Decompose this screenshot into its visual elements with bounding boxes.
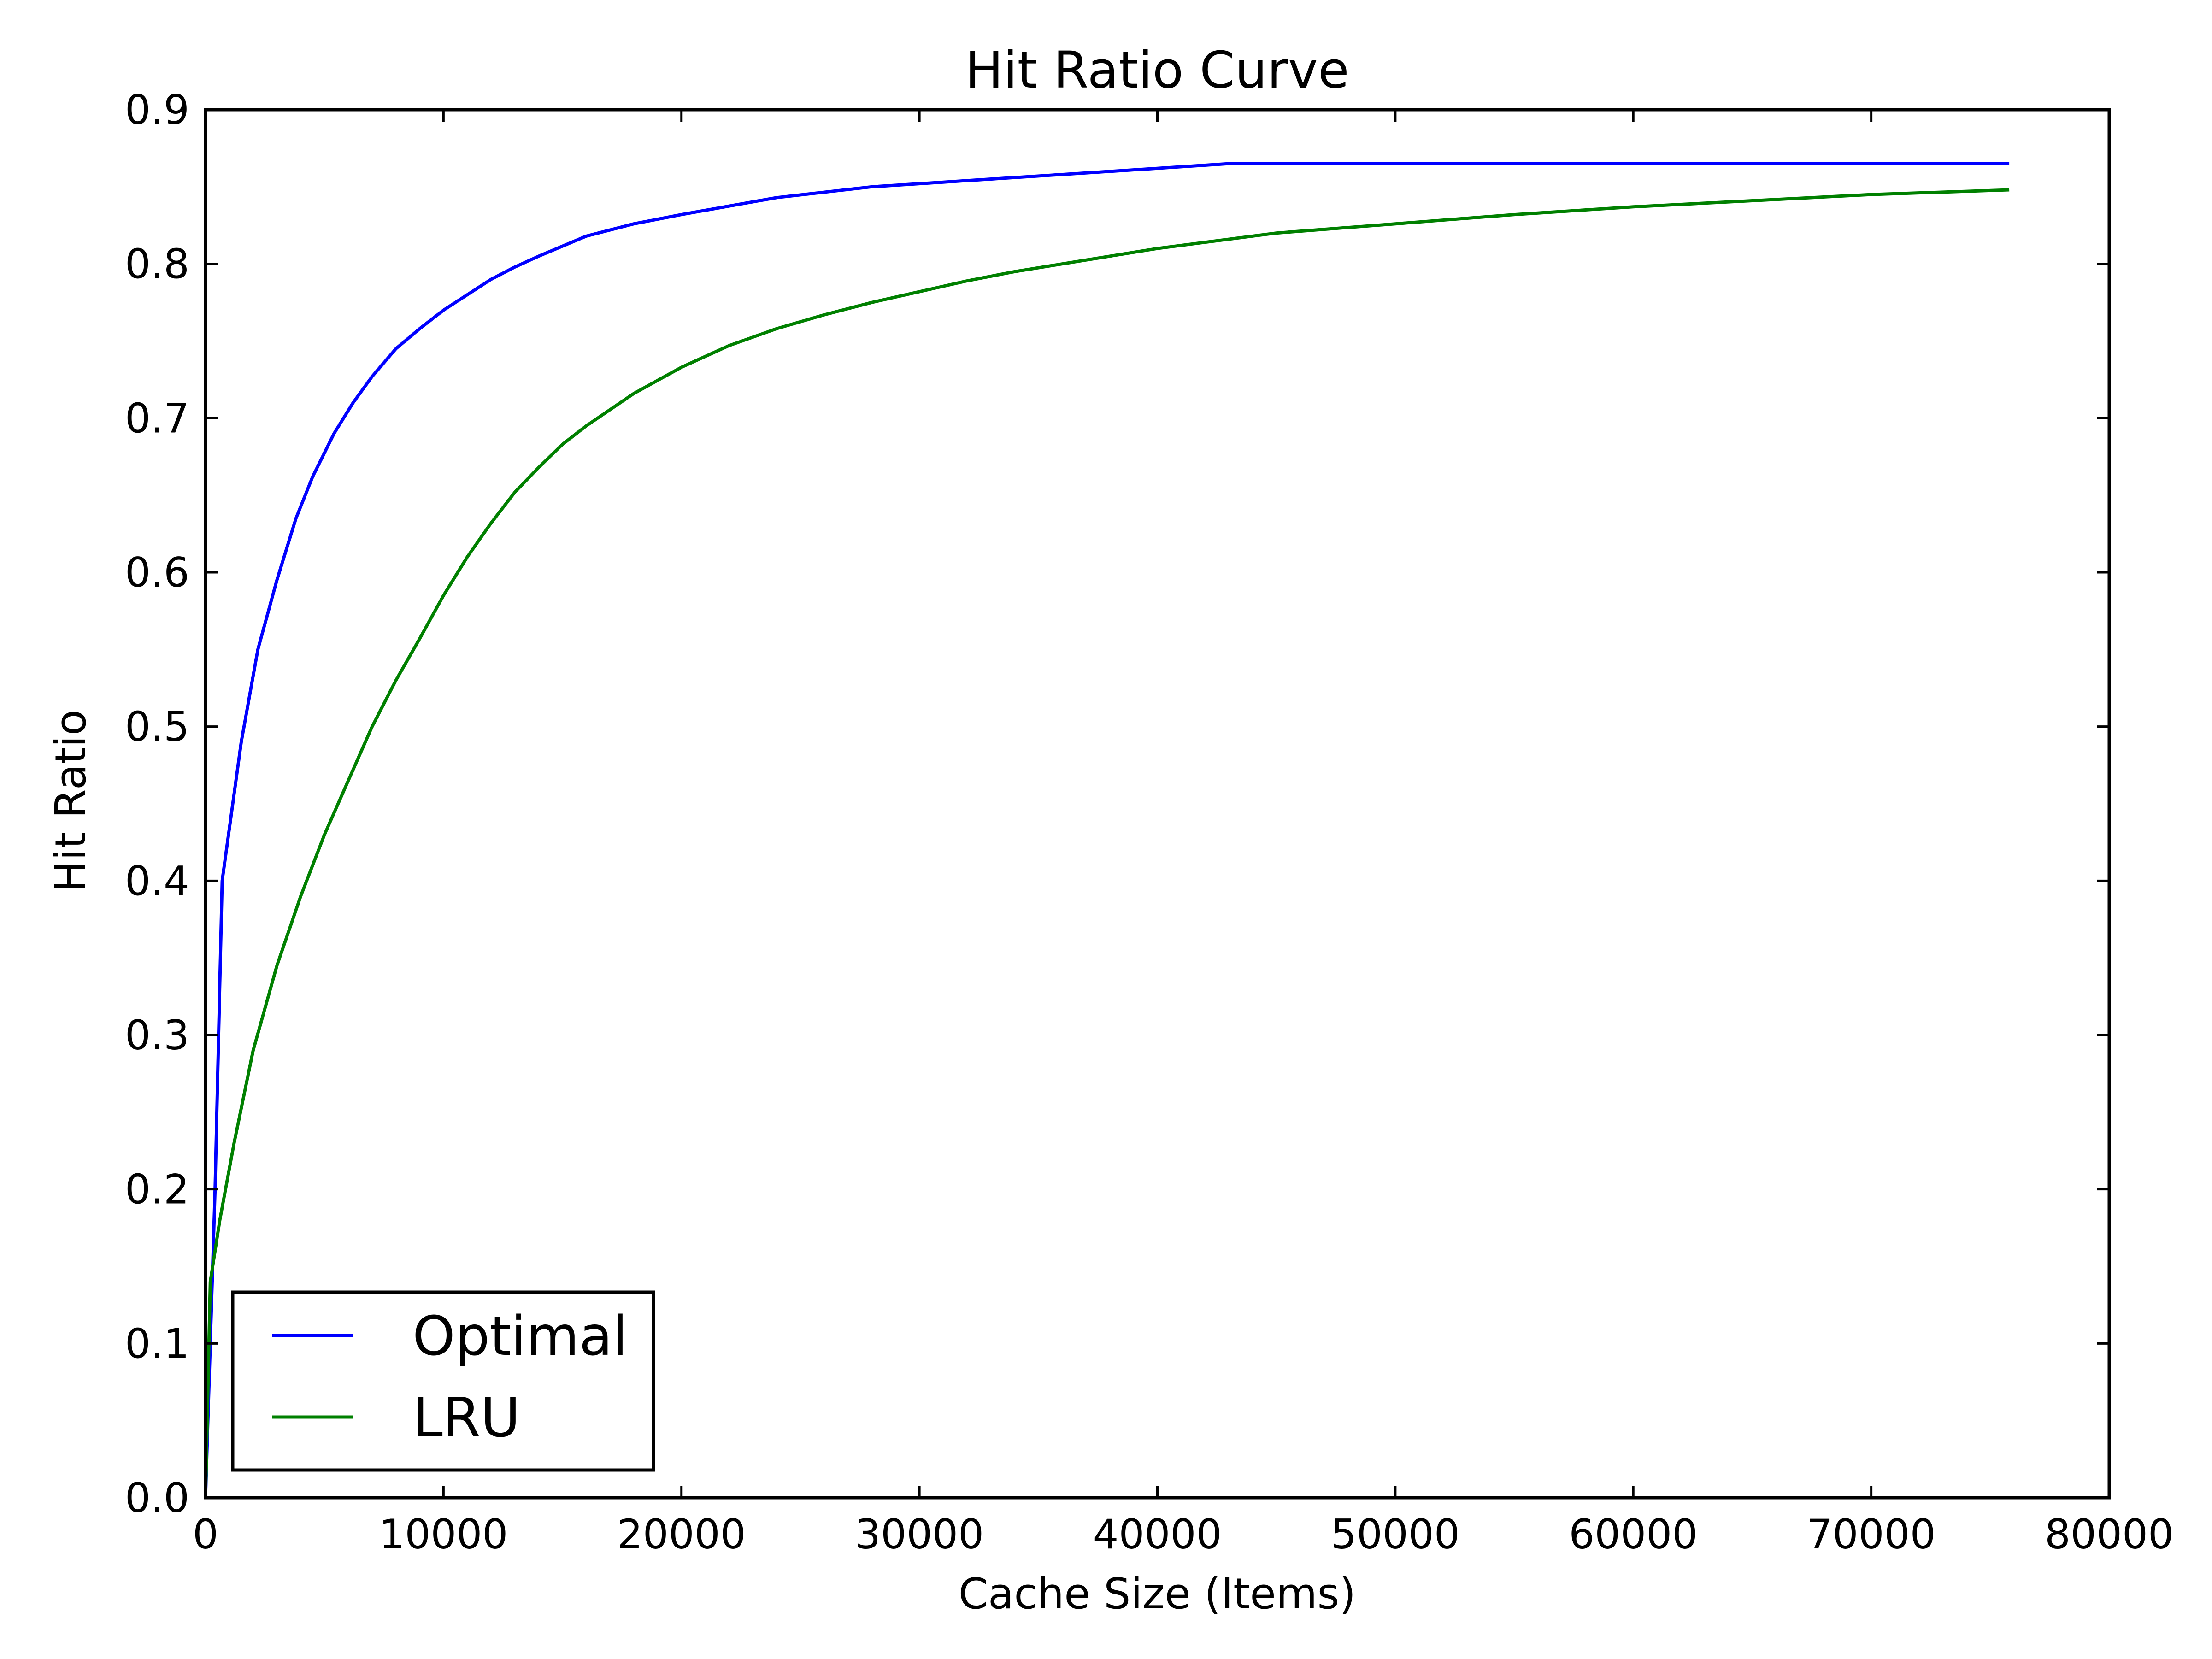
legend: Optimal LRU — [231, 1290, 655, 1472]
x-tick-label: 70000 — [1807, 1511, 1936, 1558]
series-line-optimal — [204, 162, 2010, 1498]
y-tick-label: 0.7 — [125, 394, 189, 442]
x-tick-label: 80000 — [2045, 1511, 2174, 1558]
x-axis-label: Cache Size (Items) — [959, 1569, 1356, 1618]
y-tick-label: 0.6 — [125, 549, 189, 596]
legend-label-optimal: Optimal — [412, 1304, 628, 1368]
y-tick-label: 0.1 — [125, 1320, 189, 1367]
y-tick-label: 0.8 — [125, 241, 189, 288]
x-tick-label: 20000 — [617, 1511, 746, 1558]
y-tick-label: 0.9 — [125, 86, 189, 134]
x-tick-label: 30000 — [855, 1511, 984, 1558]
y-tick-label: 0.3 — [125, 1012, 189, 1059]
legend-box — [231, 1290, 655, 1472]
y-axis-label: Hit Ratio — [46, 710, 95, 892]
plot-frame — [204, 108, 2111, 1500]
y-tick-label: 0.4 — [125, 857, 189, 905]
x-tick-label: 40000 — [1093, 1511, 1222, 1558]
series-layer — [204, 162, 2010, 1498]
y-tick-label: 0.5 — [125, 703, 189, 751]
ticks-layer: 0 10000 20000 30000 40000 50000 60000 70000 8000… — [125, 86, 2174, 1558]
chart-title: Hit Ratio Curve — [965, 41, 1349, 100]
y-tick-label: 0.0 — [125, 1474, 189, 1522]
x-tick-label: 0 — [193, 1511, 218, 1558]
x-tick-label: 50000 — [1331, 1511, 1460, 1558]
x-tick-label: 60000 — [1569, 1511, 1698, 1558]
y-tick-label: 0.2 — [125, 1166, 189, 1213]
series-line-lru — [204, 188, 2010, 1498]
legend-label-lru: LRU — [412, 1386, 520, 1449]
x-tick-label: 10000 — [379, 1511, 508, 1558]
